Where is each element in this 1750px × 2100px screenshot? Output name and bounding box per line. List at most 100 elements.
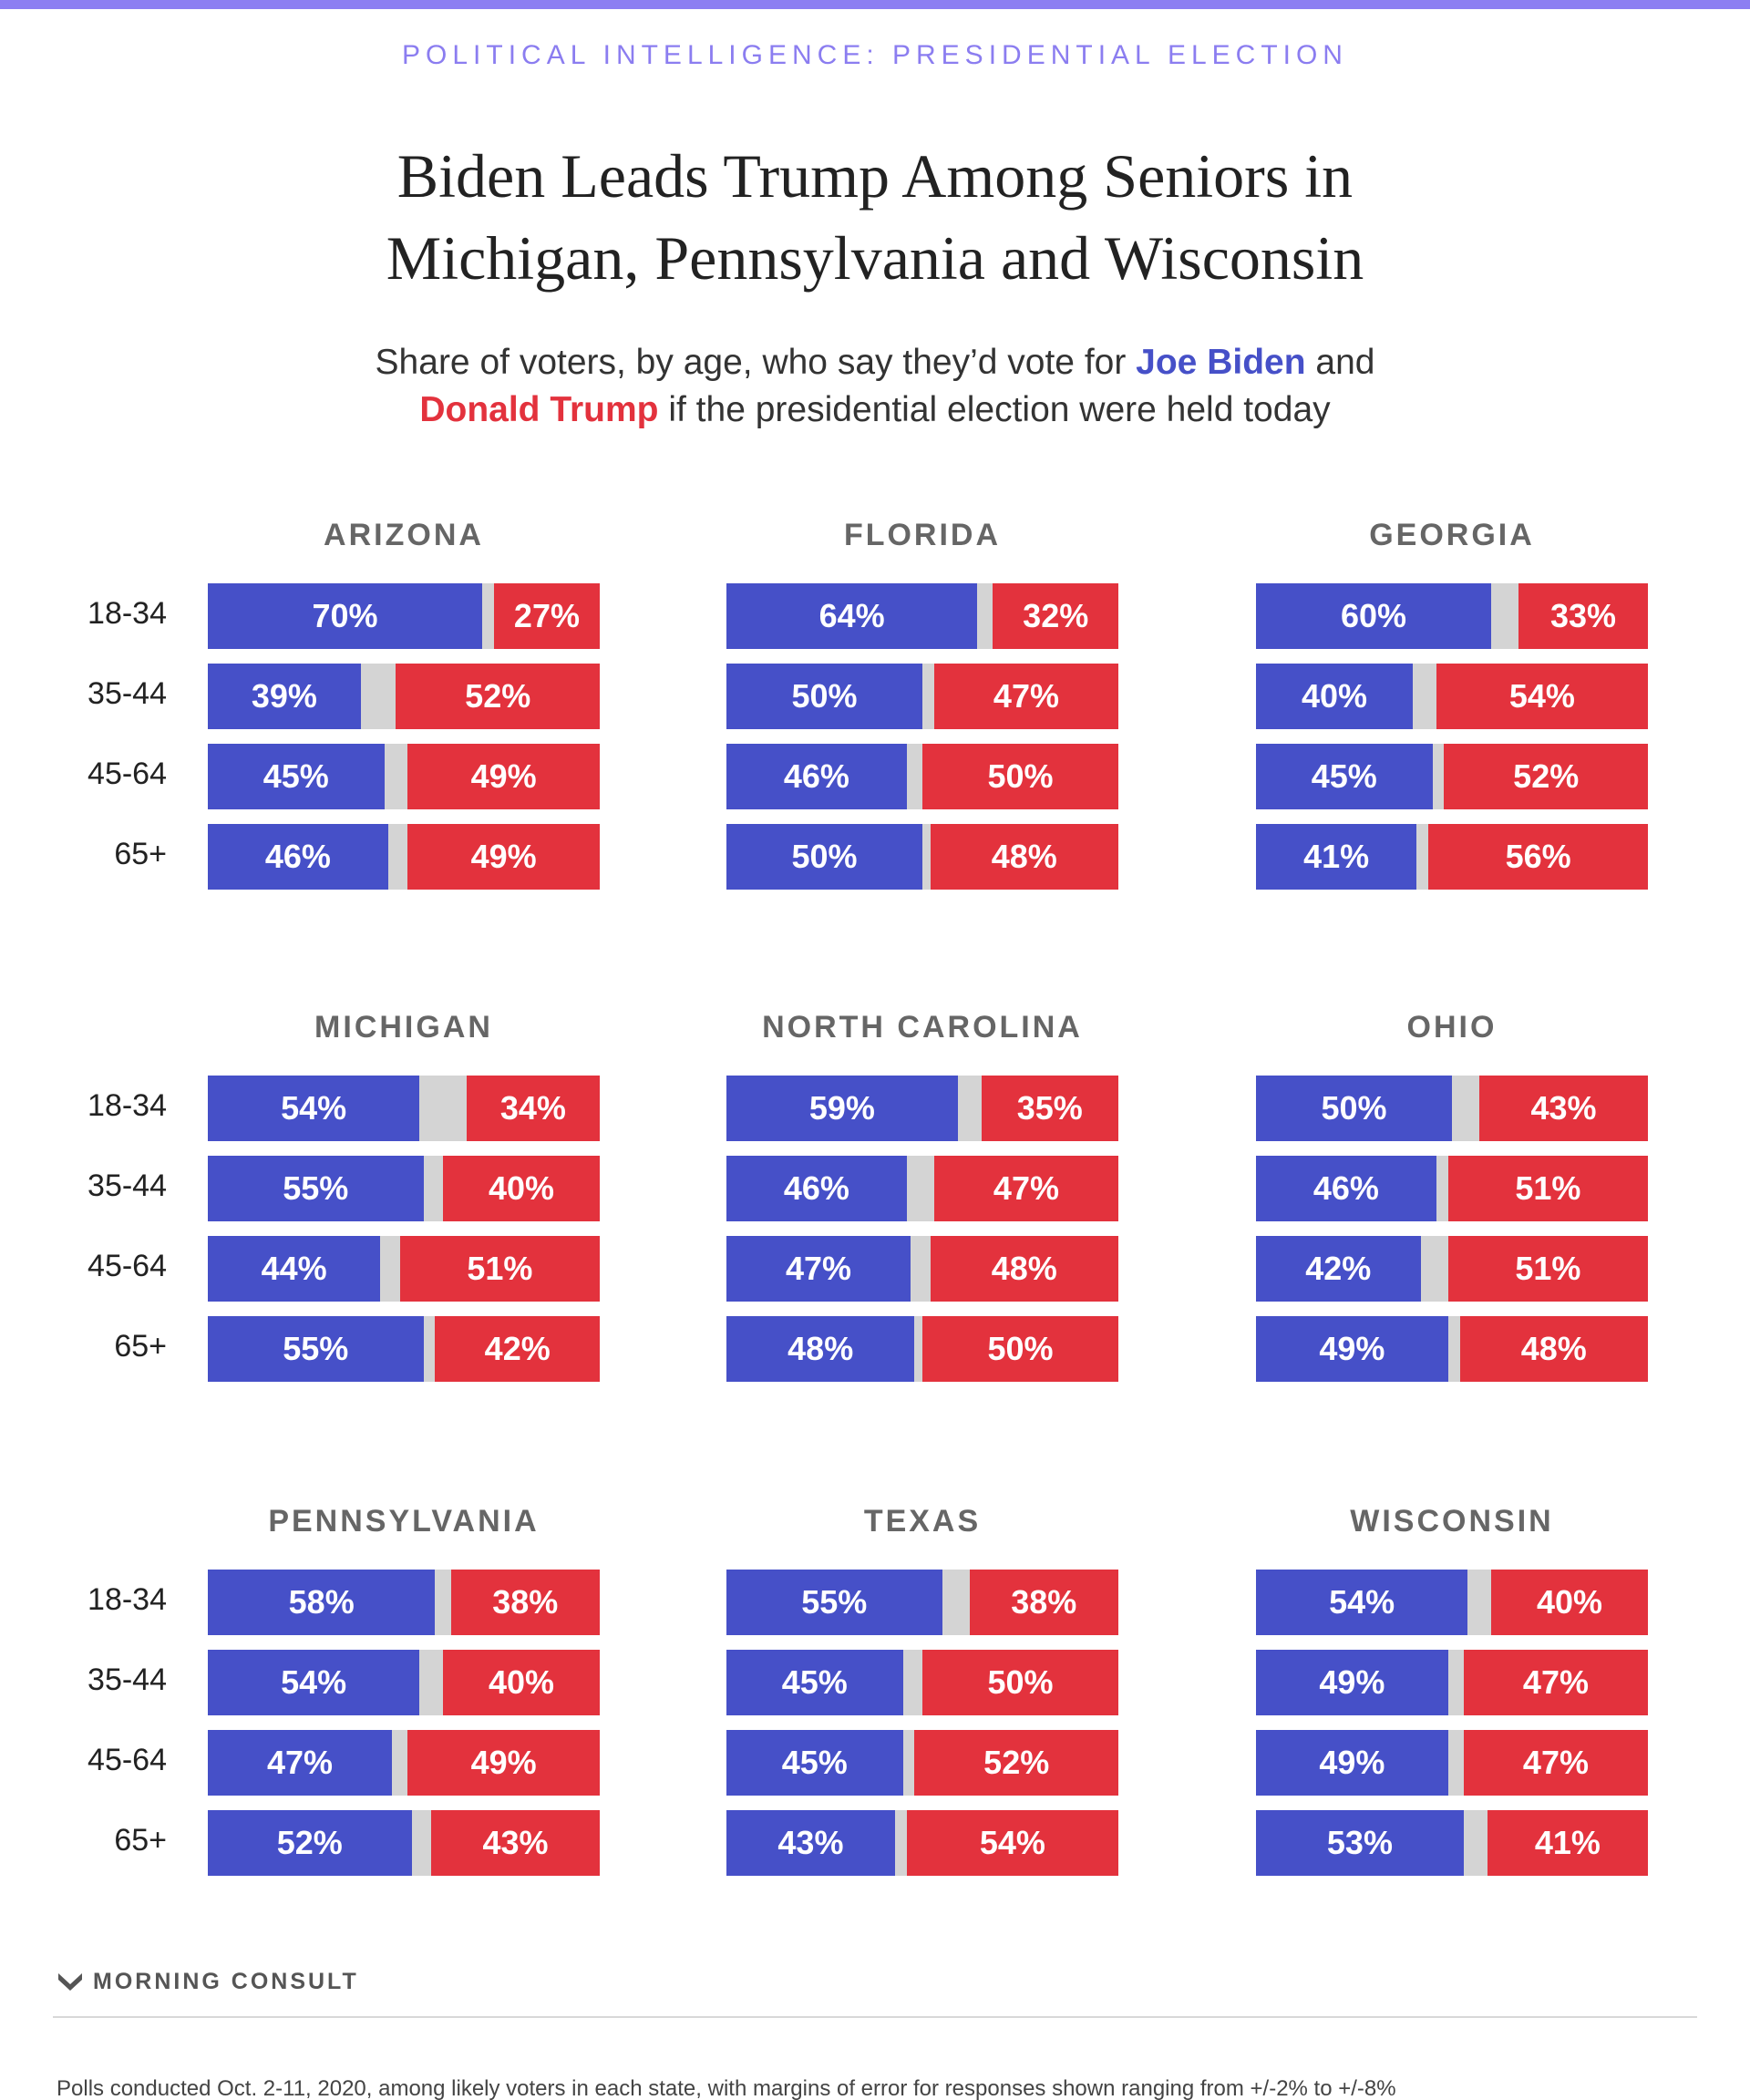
- bar-pennsylvania-35-44: 54% 40%: [208, 1650, 600, 1715]
- biden-segment: 54%: [1256, 1570, 1468, 1635]
- panel-title: OHIO: [1406, 1010, 1498, 1045]
- subtitle-biden: Joe Biden: [1136, 343, 1306, 382]
- age-label-65-: 65+: [114, 1329, 167, 1364]
- chart-subtitle: Share of voters, by age, who say they’d …: [0, 339, 1750, 434]
- trump-segment: 43%: [1479, 1076, 1648, 1141]
- bar-texas-35-44: 45% 50%: [726, 1650, 1118, 1715]
- panel-title: FLORIDA: [843, 518, 1002, 552]
- biden-segment: 43%: [726, 1810, 895, 1876]
- bar-pennsylvania-65-: 52% 43%: [208, 1810, 600, 1876]
- top-accent-bar: [0, 0, 1750, 9]
- age-label-45-64: 45-64: [88, 757, 167, 791]
- bar-pennsylvania-45-64: 47% 49%: [208, 1730, 600, 1796]
- trump-segment: 54%: [906, 1810, 1118, 1876]
- biden-segment: 50%: [1256, 1076, 1452, 1141]
- age-label-35-44: 35-44: [88, 1662, 167, 1697]
- biden-segment: 49%: [1256, 1730, 1448, 1796]
- biden-segment: 41%: [1256, 824, 1417, 890]
- bar-michigan-18-34: 54% 34%: [208, 1076, 600, 1141]
- trump-segment: 27%: [493, 583, 600, 649]
- biden-segment: 55%: [208, 1316, 424, 1382]
- bar-georgia-65-: 41% 56%: [1256, 824, 1648, 890]
- trump-segment: 43%: [431, 1810, 600, 1876]
- bar-michigan-35-44: 55% 40%: [208, 1156, 600, 1221]
- trump-segment: 38%: [969, 1570, 1118, 1635]
- subtitle-trump: Donald Trump: [419, 390, 659, 429]
- biden-segment: 60%: [1256, 583, 1491, 649]
- bar-north-carolina-35-44: 46% 47%: [726, 1156, 1118, 1221]
- bar-wisconsin-45-64: 49% 47%: [1256, 1730, 1648, 1796]
- trump-segment: 49%: [407, 744, 600, 809]
- age-label-18-34: 18-34: [88, 1088, 167, 1123]
- trump-segment: 48%: [930, 824, 1118, 890]
- biden-segment: 49%: [1256, 1316, 1448, 1382]
- footer-divider: [53, 2016, 1697, 2018]
- bar-arizona-18-34: 70% 27%: [208, 583, 600, 649]
- age-label-45-64: 45-64: [88, 1249, 167, 1283]
- bar-georgia-18-34: 60% 33%: [1256, 583, 1648, 649]
- biden-segment: 44%: [208, 1236, 381, 1302]
- bar-georgia-45-64: 45% 52%: [1256, 744, 1648, 809]
- bar-ohio-18-34: 50% 43%: [1256, 1076, 1648, 1141]
- trump-segment: 42%: [435, 1316, 600, 1382]
- trump-segment: 40%: [1491, 1570, 1648, 1635]
- trump-segment: 49%: [407, 1730, 600, 1796]
- bar-ohio-65-: 49% 48%: [1256, 1316, 1648, 1382]
- bar-michigan-45-64: 44% 51%: [208, 1236, 600, 1302]
- biden-segment: 58%: [208, 1570, 436, 1635]
- bar-georgia-35-44: 40% 54%: [1256, 664, 1648, 729]
- trump-segment: 33%: [1518, 583, 1648, 649]
- biden-segment: 64%: [726, 583, 978, 649]
- bar-florida-35-44: 50% 47%: [726, 664, 1118, 729]
- biden-segment: 46%: [726, 744, 907, 809]
- biden-segment: 50%: [726, 824, 922, 890]
- trump-segment: 41%: [1487, 1810, 1648, 1876]
- subtitle-line-1: Share of voters, by age, who say they’d …: [0, 339, 1750, 386]
- kicker: POLITICAL INTELLIGENCE: PRESIDENTIAL ELE…: [402, 40, 1348, 70]
- brand-logo: MORNING CONSULT: [57, 1965, 359, 1998]
- trump-segment: 51%: [1447, 1236, 1648, 1302]
- bar-arizona-65-: 46% 49%: [208, 824, 600, 890]
- age-label-18-34: 18-34: [88, 596, 167, 631]
- trump-segment: 47%: [933, 1156, 1118, 1221]
- bar-florida-65-: 50% 48%: [726, 824, 1118, 890]
- bar-texas-65-: 43% 54%: [726, 1810, 1118, 1876]
- trump-segment: 48%: [1459, 1316, 1648, 1382]
- trump-segment: 47%: [1463, 1730, 1648, 1796]
- biden-segment: 53%: [1256, 1810, 1464, 1876]
- trump-segment: 56%: [1428, 824, 1648, 890]
- trump-segment: 50%: [922, 744, 1118, 809]
- panel-title: TEXAS: [863, 1504, 982, 1539]
- footnote: Polls conducted Oct. 2-11, 2020, among l…: [57, 2076, 1396, 2100]
- panel-title: ARIZONA: [324, 518, 484, 552]
- title-line-1: Biden Leads Trump Among Seniors in: [396, 141, 1354, 211]
- trump-segment: 38%: [450, 1570, 600, 1635]
- biden-segment: 54%: [208, 1650, 420, 1715]
- trump-segment: 52%: [396, 664, 600, 729]
- trump-segment: 51%: [1447, 1156, 1648, 1221]
- biden-segment: 47%: [726, 1236, 911, 1302]
- bar-arizona-45-64: 45% 49%: [208, 744, 600, 809]
- age-label-35-44: 35-44: [88, 676, 167, 711]
- subtitle-part-1: Share of voters, by age, who say they’d …: [375, 343, 1137, 382]
- biden-segment: 55%: [208, 1156, 424, 1221]
- biden-segment: 40%: [1256, 664, 1413, 729]
- bar-wisconsin-18-34: 54% 40%: [1256, 1570, 1648, 1635]
- title-line-2: Michigan, Pennsylvania and Wisconsin: [386, 223, 1364, 293]
- trump-segment: 40%: [443, 1156, 600, 1221]
- panel-title: NORTH CAROLINA: [762, 1010, 1083, 1045]
- biden-segment: 50%: [726, 664, 922, 729]
- trump-segment: 48%: [930, 1236, 1118, 1302]
- bar-pennsylvania-18-34: 58% 38%: [208, 1570, 600, 1635]
- biden-segment: 45%: [208, 744, 385, 809]
- bar-michigan-65-: 55% 42%: [208, 1316, 600, 1382]
- trump-segment: 34%: [466, 1076, 600, 1141]
- subtitle-part-3: if the presidential election were held t…: [658, 390, 1331, 429]
- bar-wisconsin-65-: 53% 41%: [1256, 1810, 1648, 1876]
- trump-segment: 50%: [922, 1650, 1118, 1715]
- logo-text: MORNING CONSULT: [93, 1968, 359, 1994]
- biden-segment: 45%: [726, 1730, 903, 1796]
- trump-segment: 49%: [407, 824, 600, 890]
- age-label-35-44: 35-44: [88, 1168, 167, 1203]
- biden-segment: 47%: [208, 1730, 393, 1796]
